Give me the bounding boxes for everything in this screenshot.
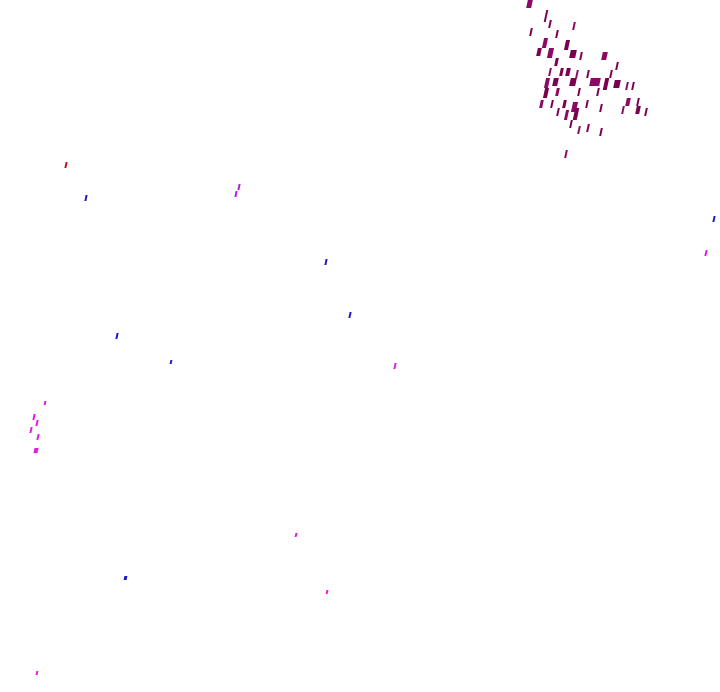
cluster-mark (644, 108, 648, 116)
mark (29, 427, 33, 433)
cluster-mark (585, 100, 589, 108)
cluster-mark (563, 40, 571, 50)
cluster-mark (613, 80, 621, 88)
cluster-mark (546, 48, 555, 58)
cluster-mark (548, 20, 552, 28)
cluster-mark (569, 50, 577, 58)
cluster-mark (564, 150, 568, 158)
cluster-mark (635, 106, 641, 114)
mark (704, 250, 708, 256)
cluster-mark (599, 128, 603, 136)
mark (64, 162, 68, 168)
cluster-mark (569, 78, 577, 86)
cluster-mark (601, 52, 608, 60)
mark (115, 333, 119, 339)
cluster-mark (579, 52, 583, 60)
cluster-mark (609, 70, 613, 78)
cluster-mark (575, 70, 579, 78)
cluster-mark (599, 104, 603, 112)
cluster-mark (625, 98, 631, 106)
cluster-mark (625, 82, 629, 90)
cluster-mark (586, 70, 590, 78)
mark (234, 191, 238, 197)
cluster-mark (543, 78, 551, 88)
mark (169, 360, 173, 364)
mark (237, 184, 241, 190)
cluster-mark (565, 68, 571, 76)
mark (33, 448, 39, 453)
mark (35, 671, 39, 675)
cluster-mark (554, 58, 559, 66)
cluster-mark (555, 88, 560, 96)
cluster-mark (550, 100, 554, 108)
cluster-mark (536, 48, 542, 56)
cluster-mark (577, 126, 581, 134)
cluster-mark (631, 82, 635, 90)
mark (43, 401, 47, 405)
cluster-mark (602, 78, 610, 90)
cluster-mark (556, 108, 560, 116)
cluster-mark (569, 120, 573, 128)
cluster-mark (621, 106, 625, 114)
cluster-mark (539, 100, 544, 108)
cluster-mark (542, 88, 550, 98)
cluster-mark (596, 88, 600, 96)
cluster-mark (543, 10, 549, 22)
cluster-mark (572, 22, 576, 30)
mark (712, 216, 716, 222)
mark (32, 414, 36, 420)
cluster-mark (589, 78, 601, 86)
cluster-mark (555, 30, 559, 38)
cluster-mark (541, 38, 549, 48)
mark (35, 420, 39, 426)
cluster-mark (572, 108, 580, 120)
cluster-mark (559, 68, 564, 76)
cluster-mark (586, 124, 590, 132)
cluster-mark (636, 98, 640, 106)
cluster-mark (577, 88, 581, 96)
mark (325, 590, 329, 594)
cluster-mark (562, 100, 567, 108)
mark (84, 195, 88, 201)
mark (123, 576, 128, 580)
cluster-mark (548, 68, 552, 76)
mark (36, 434, 40, 440)
mark (324, 259, 328, 265)
mark (294, 533, 298, 537)
cluster-mark (615, 62, 619, 70)
cluster-mark (552, 78, 559, 86)
mark (348, 312, 352, 318)
cluster-mark (563, 110, 570, 120)
mark (393, 363, 397, 369)
cluster-mark (526, 0, 533, 8)
cluster-mark (529, 28, 533, 36)
